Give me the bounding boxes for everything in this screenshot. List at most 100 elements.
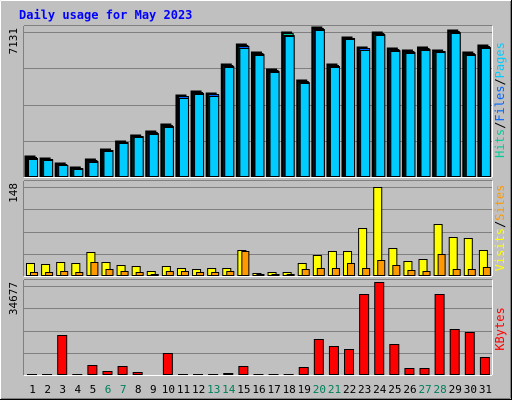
bar-sites	[362, 268, 371, 276]
bar-pages	[88, 162, 99, 177]
bar-kbytes	[193, 374, 204, 375]
panel-1-plot-area	[24, 181, 492, 276]
bar-kbytes	[208, 374, 219, 375]
bar-pages	[133, 137, 144, 177]
bar-sites	[482, 267, 491, 276]
bar-kbytes	[238, 366, 249, 375]
bar-sites	[271, 274, 280, 276]
bar-sites	[377, 260, 386, 276]
legend-files: Files	[493, 86, 507, 122]
x-tick-label-day-17: 17	[267, 383, 280, 396]
x-tick-label-day-5: 5	[90, 383, 97, 396]
x-tick-label-day-7: 7	[120, 383, 127, 396]
bar-sites	[165, 271, 174, 276]
bar-kbytes	[389, 344, 400, 375]
bar-sites	[196, 272, 205, 276]
legend-separator: /	[493, 78, 507, 85]
bar-sites	[90, 262, 99, 276]
bar-sites	[30, 272, 38, 276]
x-tick-label-day-4: 4	[75, 383, 82, 396]
chart-panels: 7131Hits/Files/Pages148Visits/Sites34677…	[7, 25, 507, 376]
x-tick-label-day-9: 9	[150, 383, 157, 396]
bar-pages	[239, 48, 250, 177]
bar-pages	[435, 52, 446, 177]
bar-pages	[209, 96, 220, 177]
bar-kbytes	[298, 367, 309, 375]
bar-pages	[345, 39, 356, 177]
bar-pages	[360, 50, 371, 177]
bar-pages	[420, 50, 431, 177]
x-tick-label-day-21: 21	[328, 383, 341, 396]
panel-0-ymax-label: 7131	[7, 28, 20, 55]
bar-sites	[75, 272, 84, 276]
bar-kbytes	[57, 335, 68, 375]
bar-pages	[103, 151, 114, 177]
bar-sites	[422, 271, 431, 276]
bar-sites	[256, 274, 265, 276]
bar-pages	[224, 67, 235, 177]
bar-pages	[329, 67, 340, 177]
bar-kbytes	[117, 366, 128, 375]
bar-pages	[148, 134, 159, 177]
bar-sites	[347, 263, 356, 276]
x-tick-label-day-13: 13	[207, 383, 220, 396]
legend-visits: Visits	[493, 228, 507, 271]
bar-pages	[73, 169, 84, 177]
bar-sites	[180, 271, 189, 276]
bar-pages	[284, 36, 295, 177]
bar-pages	[480, 48, 491, 177]
bar-sites	[467, 269, 476, 276]
panel-0-legend: Hits/Files/Pages	[493, 42, 507, 158]
bar-pages	[194, 94, 205, 177]
bar-sites	[316, 268, 325, 276]
bar-sites	[241, 251, 250, 276]
bar-kbytes	[404, 368, 415, 375]
bar-pages	[269, 72, 280, 177]
bar-pages	[314, 30, 325, 177]
bar-kbytes	[268, 374, 279, 375]
x-tick-label-day-3: 3	[59, 383, 66, 396]
bar-kbytes	[328, 346, 339, 375]
x-tick-label-day-1: 1	[29, 383, 36, 396]
x-tick-label-day-30: 30	[464, 383, 477, 396]
bar-kbytes	[253, 374, 264, 375]
x-tick-label-day-22: 22	[343, 383, 356, 396]
bar-kbytes	[87, 365, 98, 375]
bar-pages	[118, 143, 129, 177]
bar-kbytes	[419, 368, 430, 375]
x-tick-label-day-28: 28	[434, 383, 447, 396]
panel-2-plot-area	[24, 280, 492, 375]
bar-kbytes	[283, 374, 294, 375]
x-tick-label-day-12: 12	[192, 383, 205, 396]
bar-kbytes	[27, 374, 37, 375]
bar-kbytes	[223, 373, 234, 375]
bar-sites	[211, 272, 220, 276]
bar-sites	[301, 269, 310, 276]
bar-sites	[286, 274, 295, 276]
x-tick-label-day-18: 18	[283, 383, 296, 396]
x-tick-label-day-20: 20	[313, 383, 326, 396]
x-tick-label-day-29: 29	[449, 383, 462, 396]
bar-pages	[163, 127, 174, 177]
bar-pages	[465, 55, 476, 177]
panel-2-ymax-label: 34677	[7, 282, 20, 315]
bar-kbytes	[177, 374, 188, 375]
x-tick-label-day-11: 11	[177, 383, 190, 396]
x-tick-label-day-6: 6	[105, 383, 112, 396]
legend-kbytes: KBytes	[493, 307, 507, 350]
bar-sites	[392, 265, 401, 276]
bar-kbytes	[434, 294, 445, 375]
x-tick-label-day-25: 25	[388, 383, 401, 396]
bar-sites	[45, 272, 54, 276]
x-tick-label-day-10: 10	[162, 383, 175, 396]
bar-sites	[135, 272, 144, 276]
bar-sites	[120, 271, 129, 276]
bar-sites	[452, 269, 461, 276]
x-tick-label-day-24: 24	[373, 383, 387, 396]
bar-kbytes	[374, 282, 385, 375]
x-tick-label-day-27: 27	[418, 383, 431, 396]
bar-kbytes	[359, 294, 370, 375]
bar-kbytes	[313, 339, 324, 375]
legend-pages: Pages	[493, 42, 507, 78]
